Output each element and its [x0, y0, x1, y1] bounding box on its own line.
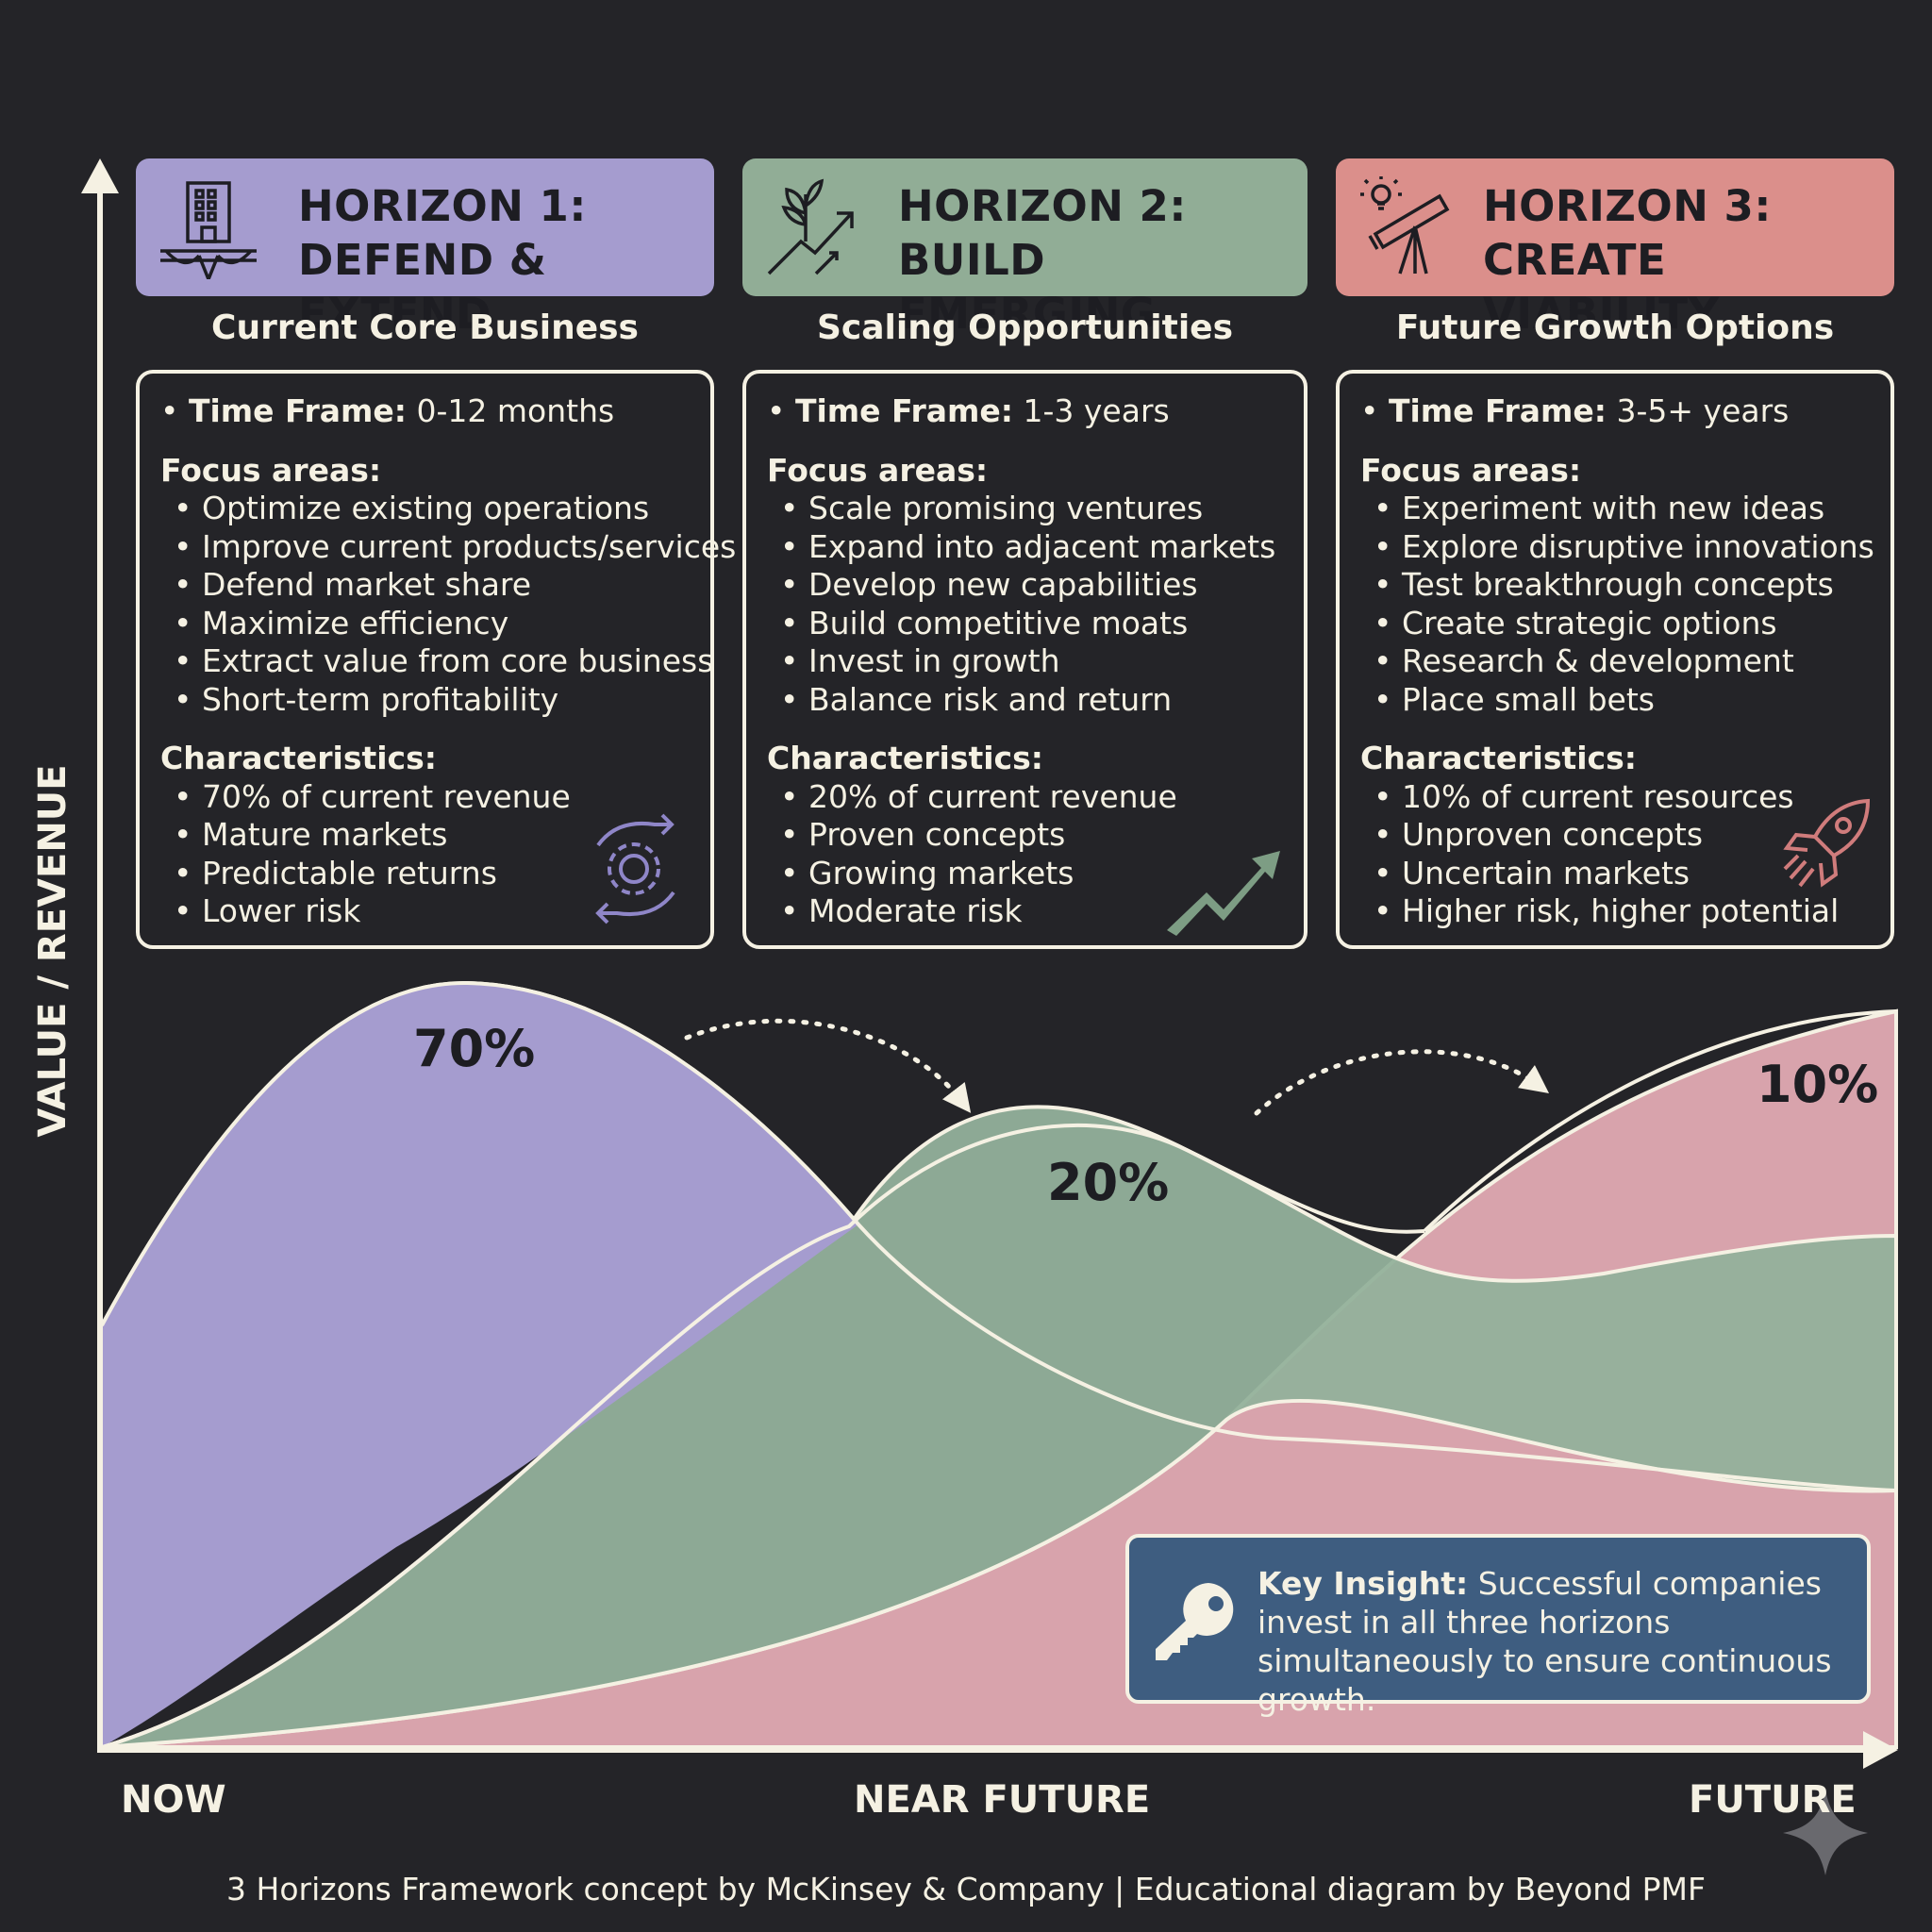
list-item: Improve current products/services [160, 528, 736, 567]
horizon-2-focus-heading: Focus areas: [767, 451, 989, 489]
horizon-3-header: HORIZON 3: CREATE VIABILITY [1336, 158, 1894, 339]
horizon-1-share: 70% [413, 1019, 536, 1078]
horizon-1-timeframe: • Time Frame: 0-12 months [160, 392, 615, 429]
horizon-2-focus-list: Scale promising ventures Expand into adj… [767, 490, 1292, 719]
list-item: 20% of current revenue [767, 778, 1292, 817]
list-item: Build competitive moats [767, 605, 1292, 643]
y-axis-label: VALUE / REVENUE [31, 764, 75, 1138]
horizon-2-subtitle: Scaling Opportunities [817, 308, 1233, 347]
list-item: Research & development [1360, 642, 1879, 681]
key-insight-text: Successful companies invest in all three… [1257, 1565, 1832, 1718]
horizon-3-characteristics-list: 10% of current resources Unproven concep… [1360, 778, 1879, 931]
list-item: 10% of current resources [1360, 778, 1879, 817]
list-item: Experiment with new ideas [1360, 490, 1879, 528]
list-item: Place small bets [1360, 681, 1879, 720]
horizon-1-area [102, 982, 858, 1747]
horizon-3-characteristics-heading: Characteristics: [1360, 740, 1637, 776]
list-item: Explore disruptive innovations [1360, 528, 1879, 567]
horizon-2-title-line2: BUILD EMERGING [898, 235, 1157, 339]
key-insight-label: Key Insight: [1257, 1565, 1469, 1602]
list-item: Expand into adjacent markets [767, 528, 1292, 567]
trend-up-arrow-icon [1167, 851, 1280, 936]
key-icon [1156, 1583, 1234, 1660]
horizon-3-timeframe: • Time Frame: 3-5+ years [1360, 392, 1790, 429]
x-axis-label-now: NOW [121, 1778, 226, 1822]
horizon-3-title-line1: HORIZON 3: [1483, 181, 1772, 231]
list-item: Proven concepts [767, 816, 1292, 855]
horizon-1-characteristics-heading: Characteristics: [160, 740, 437, 776]
list-item: Invest in growth [767, 642, 1292, 681]
horizon-1-characteristics-list: 70% of current revenue Mature markets Pr… [160, 778, 699, 931]
horizon-1-subtitle: Current Core Business [211, 308, 639, 347]
horizon-3-subtitle: Future Growth Options [1395, 308, 1835, 347]
list-item: Growing markets [767, 855, 1292, 893]
building-bridge-icon [160, 181, 257, 279]
flow-arrow-2-to-3 [1254, 1049, 1550, 1116]
horizon-1-header: HORIZON 1: DEFEND & EXTEND [136, 158, 714, 339]
telescope-lightbulb-icon [1360, 176, 1450, 275]
key-insight-box: Key Insight: Successful companies invest… [1125, 1534, 1871, 1718]
list-item: Higher risk, higher potential [1360, 892, 1879, 931]
horizon-1-focus-heading: Focus areas: [160, 451, 382, 489]
horizon-2-share: 20% [1047, 1153, 1170, 1212]
list-item: Lower risk [160, 892, 699, 931]
horizon-3-focus-list: Experiment with new ideas Explore disrup… [1360, 490, 1879, 719]
list-item: Optimize existing operations [160, 490, 699, 528]
horizon-2-details: • Time Frame: 1-3 years Focus areas: Sca… [742, 370, 1307, 949]
list-item: Defend market share [160, 566, 699, 605]
horizon-2-title-line1: HORIZON 2: [898, 181, 1187, 231]
list-item: Test breakthrough concepts [1360, 566, 1879, 605]
list-item: Uncertain markets [1360, 855, 1879, 893]
horizon-2-header: HORIZON 2: BUILD EMERGING [742, 158, 1307, 339]
gear-cycle-icon [595, 813, 675, 924]
x-axis-label-near-future: NEAR FUTURE [854, 1778, 1151, 1822]
list-item: Mature markets [160, 816, 699, 855]
plant-growth-icon [767, 178, 854, 275]
footer-credit: 3 Horizons Framework concept by McKinsey… [226, 1871, 1706, 1907]
list-item: Unproven concepts [1360, 816, 1879, 855]
horizon-1-title-line2: DEFEND & EXTEND [298, 235, 547, 339]
horizon-3-share: 10% [1757, 1055, 1879, 1114]
horizon-3-focus-heading: Focus areas: [1360, 451, 1582, 489]
horizon-1-focus-list: Optimize existing operations Improve cur… [160, 490, 736, 720]
list-item: Scale promising ventures [767, 490, 1292, 528]
flow-arrow-1-to-2 [684, 1018, 972, 1113]
x-axis-label-future: FUTURE [1689, 1778, 1857, 1822]
list-item: Maximize efficiency [160, 605, 699, 643]
sparkle-icon [1783, 1790, 1868, 1875]
horizon-2-characteristics-heading: Characteristics: [767, 740, 1043, 776]
horizon-2-characteristics-list: 20% of current revenue Proven concepts G… [767, 778, 1292, 931]
horizon-2-timeframe: • Time Frame: 1-3 years [767, 392, 1170, 429]
list-item: Predictable returns [160, 855, 699, 893]
horizon-3-title-line2: CREATE VIABILITY [1483, 235, 1720, 339]
horizon-1-title-line1: HORIZON 1: [298, 181, 587, 231]
list-item: Short-term profitability [160, 681, 699, 720]
rocket-icon [1783, 798, 1871, 888]
list-item: 70% of current revenue [160, 778, 699, 817]
list-item: Moderate risk [767, 892, 1292, 931]
list-item: Develop new capabilities [767, 566, 1292, 605]
list-item: Balance risk and return [767, 681, 1292, 720]
horizon-3-details: • Time Frame: 3-5+ years Focus areas: Ex… [1336, 370, 1894, 949]
list-item: Extract value from core business [160, 642, 713, 681]
list-item: Create strategic options [1360, 605, 1879, 643]
horizon-1-details: • Time Frame: 0-12 months Focus areas: O… [136, 370, 736, 949]
